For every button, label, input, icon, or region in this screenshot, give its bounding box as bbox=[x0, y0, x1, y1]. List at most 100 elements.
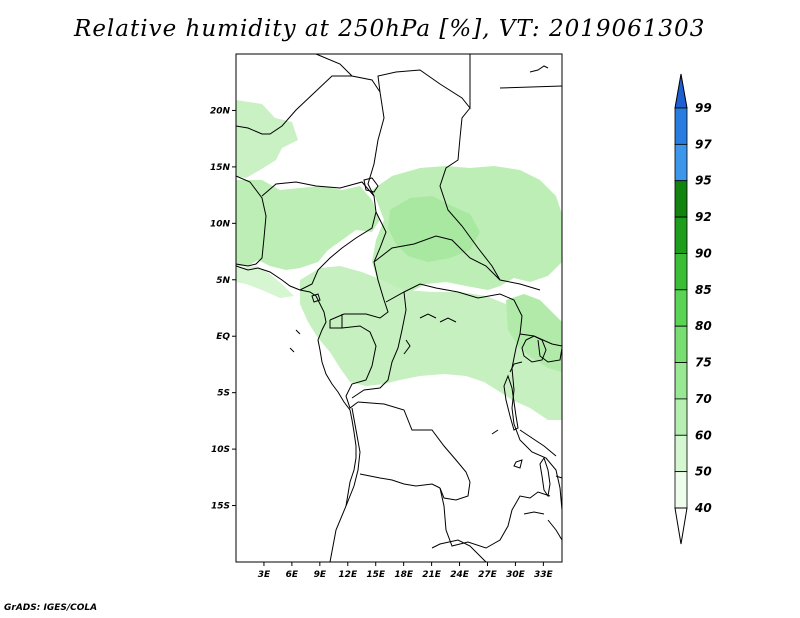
border-segment bbox=[439, 487, 551, 549]
border-segment bbox=[359, 473, 441, 489]
colorbar-swatch bbox=[674, 216, 688, 254]
border-segment bbox=[357, 401, 471, 501]
colorbar-swatch bbox=[674, 253, 688, 291]
colorbar-label: 90 bbox=[695, 246, 712, 260]
border-segment bbox=[341, 325, 377, 409]
colorbar-swatch bbox=[674, 398, 688, 436]
border-segment bbox=[385, 283, 523, 369]
river-congo-b bbox=[439, 317, 457, 323]
river-mark bbox=[403, 339, 411, 355]
river-mark bbox=[509, 361, 523, 373]
border-segment bbox=[439, 107, 501, 281]
lat-tick-label: 10S bbox=[211, 445, 230, 455]
lon-tick-label: 9E bbox=[314, 570, 327, 580]
border-segment bbox=[261, 181, 375, 197]
lat-tick-label: 20N bbox=[210, 106, 231, 116]
lat-tick-label: EQ bbox=[216, 332, 230, 342]
colorbar-swatch bbox=[674, 325, 688, 363]
colorbar-swatch bbox=[674, 143, 688, 182]
river-mark bbox=[529, 65, 549, 73]
border-segment bbox=[315, 53, 385, 213]
colorbar-extend-bottom bbox=[674, 507, 688, 545]
lat-tick-label: 15N bbox=[210, 163, 231, 173]
river-mark bbox=[289, 347, 295, 353]
border-segment bbox=[329, 211, 389, 321]
colorbar: 99 97 95 92 90 85 80 75 70 60 50 40 bbox=[674, 73, 712, 545]
lake-malawi bbox=[539, 456, 551, 498]
border-segment bbox=[519, 333, 563, 347]
lake-chad bbox=[363, 177, 379, 193]
river-mark bbox=[311, 293, 321, 303]
border-segment bbox=[373, 235, 541, 291]
rh-region-congo bbox=[300, 266, 562, 420]
colorbar-label: 92 bbox=[695, 210, 712, 224]
figure-title: Relative humidity at 250hPa [%], VT: 201… bbox=[74, 16, 706, 42]
colorbar-extend-top bbox=[674, 73, 688, 109]
colorbar-label: 95 bbox=[695, 174, 712, 188]
rh-region-east bbox=[506, 294, 562, 372]
lat-tick-label: 5N bbox=[216, 276, 230, 286]
country-borders bbox=[235, 53, 563, 563]
river-mark bbox=[295, 329, 301, 335]
humidity-shading bbox=[236, 100, 562, 420]
lat-tick-label: 10N bbox=[210, 219, 231, 229]
latitude-axis: 20N 15N 10N 5N EQ 5S 10S 15S bbox=[210, 106, 236, 512]
border-segment bbox=[329, 407, 361, 563]
colorbar-label: 80 bbox=[695, 319, 712, 333]
border-segment bbox=[431, 539, 487, 563]
colorbar-swatch bbox=[674, 180, 688, 218]
river-mark bbox=[523, 511, 545, 515]
lake-victoria bbox=[521, 335, 547, 363]
longitude-axis: 3E 6E 9E 12E 15E 18E 21E 24E 27E 30E 33E bbox=[258, 562, 554, 580]
colorbar-label: 40 bbox=[694, 501, 712, 515]
border-segment bbox=[511, 367, 563, 511]
colorbar-swatch bbox=[674, 471, 688, 509]
lon-tick-label: 18E bbox=[394, 570, 414, 580]
colorbar-label: 97 bbox=[695, 137, 712, 151]
colorbar-swatch bbox=[674, 362, 688, 400]
colorbar-label: 85 bbox=[695, 283, 712, 297]
lon-tick-label: 24E bbox=[450, 570, 470, 580]
border-segment bbox=[377, 54, 471, 110]
border-segment bbox=[235, 175, 267, 267]
rh-region-west-interior bbox=[236, 180, 380, 270]
lat-tick-label: 5S bbox=[217, 389, 230, 399]
border-segment bbox=[547, 519, 563, 541]
colorbar-swatch bbox=[674, 289, 688, 327]
lon-tick-label: 3E bbox=[258, 570, 271, 580]
border-segment bbox=[351, 291, 407, 399]
grads-credit: GrADS: IGES/COLA bbox=[4, 603, 98, 613]
coastline bbox=[235, 265, 357, 507]
lon-tick-label: 6E bbox=[286, 570, 299, 580]
colorbar-label: 99 bbox=[695, 101, 712, 115]
colorbar-swatch bbox=[674, 434, 688, 473]
lake-tanganyika bbox=[503, 374, 519, 431]
lon-tick-label: 27E bbox=[478, 570, 498, 580]
river-mark bbox=[491, 429, 499, 435]
colorbar-label: 50 bbox=[695, 465, 712, 479]
lon-tick-label: 12E bbox=[338, 570, 358, 580]
border-segment bbox=[537, 339, 563, 363]
colorbar-label: 60 bbox=[695, 428, 712, 442]
river-mark bbox=[513, 459, 523, 469]
lon-tick-label: 30E bbox=[506, 570, 526, 580]
border-segment bbox=[235, 75, 352, 135]
lon-tick-label: 33E bbox=[534, 570, 554, 580]
colorbar-label: 75 bbox=[695, 356, 712, 370]
lat-tick-label: 15S bbox=[211, 502, 230, 512]
lon-tick-label: 21E bbox=[422, 570, 442, 580]
river-congo-a bbox=[419, 313, 437, 319]
border-segment bbox=[299, 211, 377, 291]
border-segment bbox=[519, 429, 557, 457]
border-segment bbox=[499, 85, 563, 89]
colorbar-label: 70 bbox=[695, 392, 712, 406]
lon-tick-label: 15E bbox=[366, 570, 386, 580]
border-segment bbox=[329, 314, 343, 329]
map-frame bbox=[235, 53, 563, 563]
rh-region-west-north bbox=[236, 100, 298, 178]
rh-region-nw-coast bbox=[236, 266, 294, 298]
colorbar-swatch bbox=[674, 107, 688, 145]
border-segment bbox=[555, 475, 563, 479]
